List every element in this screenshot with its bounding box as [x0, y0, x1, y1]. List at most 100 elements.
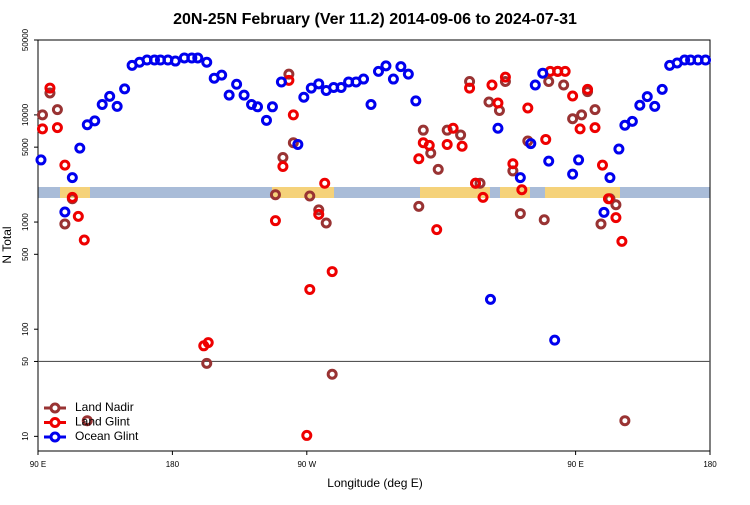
y-tick-label: 50000 — [21, 28, 30, 51]
point — [610, 212, 622, 224]
point — [201, 56, 213, 68]
point — [641, 91, 653, 103]
point — [111, 100, 123, 112]
point — [301, 429, 313, 441]
point — [372, 65, 384, 77]
point — [51, 104, 63, 116]
y-tick-label: 500 — [21, 247, 30, 261]
point — [410, 95, 422, 107]
point — [266, 101, 278, 113]
point — [610, 199, 622, 211]
x-tick-label: 90 E — [567, 460, 583, 469]
point — [626, 115, 638, 127]
point — [596, 159, 608, 171]
point — [619, 415, 631, 427]
point — [634, 99, 646, 111]
point — [477, 191, 489, 203]
point — [484, 293, 496, 305]
point — [169, 55, 181, 67]
y-tick-label: 5000 — [21, 138, 30, 156]
y-tick-label: 1000 — [21, 213, 30, 231]
point — [313, 204, 325, 216]
point — [72, 210, 84, 222]
point — [589, 104, 601, 116]
point — [59, 159, 71, 171]
point — [529, 79, 541, 91]
point — [320, 217, 332, 229]
legend-marker — [49, 431, 61, 443]
point — [59, 218, 71, 230]
point — [576, 109, 588, 121]
point — [602, 193, 614, 205]
point — [66, 191, 78, 203]
point — [573, 154, 585, 166]
point — [201, 357, 213, 369]
point — [36, 109, 48, 121]
x-tick-label: 90 E — [30, 460, 46, 469]
point — [252, 101, 264, 113]
point — [525, 138, 537, 150]
point — [260, 114, 272, 126]
legend-marker — [49, 417, 61, 428]
point — [283, 68, 295, 80]
point — [380, 60, 392, 72]
point — [51, 122, 63, 134]
point — [81, 415, 93, 427]
point — [358, 73, 370, 85]
point — [192, 52, 204, 64]
point — [313, 208, 325, 220]
point — [231, 78, 243, 90]
point — [559, 65, 571, 77]
point — [292, 138, 304, 150]
point — [649, 100, 661, 112]
point — [74, 142, 86, 154]
point — [582, 83, 594, 95]
point — [36, 123, 48, 135]
point — [700, 54, 712, 66]
point — [365, 99, 377, 111]
band-blue — [38, 187, 710, 198]
point — [499, 75, 511, 87]
point — [313, 78, 325, 90]
point — [558, 79, 570, 91]
point — [202, 337, 214, 349]
point — [216, 69, 228, 81]
band-land — [420, 187, 490, 198]
point — [598, 206, 610, 218]
y-tick-label: 50 — [21, 356, 30, 365]
point — [89, 115, 101, 127]
point — [464, 82, 476, 94]
point — [543, 75, 555, 87]
x-tick-label: 180 — [166, 460, 180, 469]
point — [423, 139, 435, 151]
point — [656, 83, 668, 95]
x-tick-label: 180 — [703, 460, 717, 469]
x-axis-label: Longitude (deg E) — [327, 476, 422, 490]
point — [456, 140, 468, 152]
plot-frame — [37, 39, 711, 452]
point — [319, 177, 331, 189]
point — [537, 67, 549, 79]
point — [96, 99, 108, 111]
point — [413, 200, 425, 212]
point — [679, 54, 691, 66]
point — [326, 266, 338, 278]
point — [395, 61, 407, 73]
band-land — [272, 187, 334, 198]
point — [104, 90, 116, 102]
point — [492, 97, 504, 109]
point — [287, 109, 299, 121]
point — [543, 155, 555, 167]
point — [540, 133, 552, 145]
point — [413, 153, 425, 165]
y-tick-label: 100 — [21, 322, 30, 336]
point — [486, 79, 498, 91]
point — [35, 154, 47, 166]
point — [538, 214, 550, 226]
point — [186, 52, 198, 64]
point — [44, 87, 56, 99]
point — [549, 334, 561, 346]
point — [595, 218, 607, 230]
point — [432, 163, 444, 175]
point — [516, 184, 528, 196]
